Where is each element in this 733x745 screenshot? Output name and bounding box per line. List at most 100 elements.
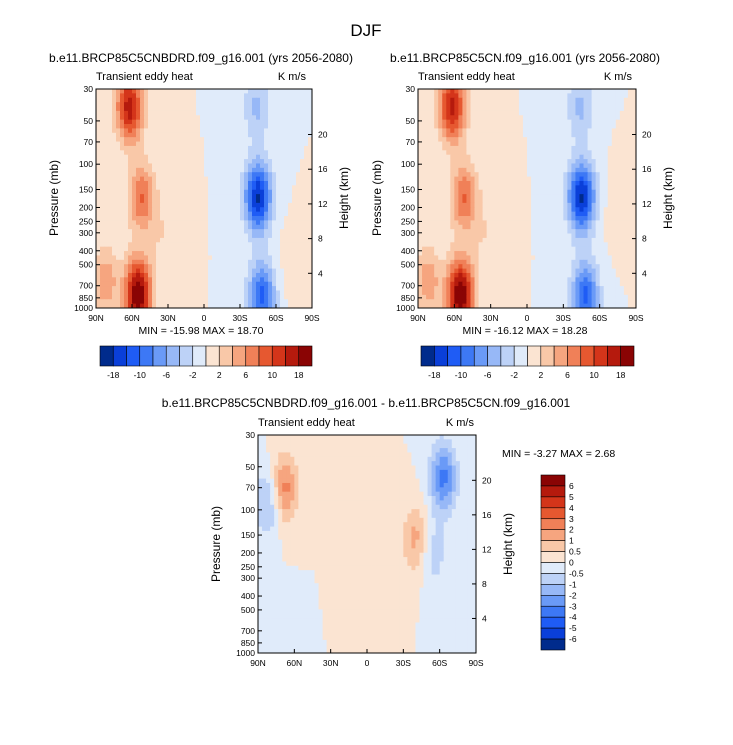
- heatmap-cell: [595, 163, 601, 169]
- heatmap-cell: [615, 251, 621, 256]
- heatmap-cell: [583, 229, 588, 234]
- heatmap-cell: [236, 272, 241, 278]
- heatmap-cell: [208, 255, 213, 261]
- heatmap-cell: [184, 229, 189, 234]
- heatmap-cell: [514, 89, 520, 94]
- heatmap-cell: [587, 106, 592, 112]
- heatmap-cell: [615, 115, 621, 121]
- heatmap-cell: [268, 150, 273, 156]
- heatmap-cell: [208, 119, 213, 125]
- heatmap-cell: [188, 281, 193, 287]
- y-tick-label: 150: [79, 185, 93, 195]
- heatmap-cell: [611, 207, 617, 213]
- heatmap-cell: [256, 124, 261, 129]
- heatmap-cell: [619, 251, 625, 256]
- heatmap-cell: [244, 194, 249, 199]
- heatmap-cell: [611, 237, 617, 243]
- heatmap-cell: [300, 137, 305, 142]
- heatmap-cell: [575, 145, 580, 151]
- heatmap-cell: [571, 89, 576, 94]
- heatmap-cell: [172, 167, 177, 173]
- heatmap-cell: [518, 102, 524, 107]
- heatmap-cell: [100, 272, 105, 278]
- heatmap-cell: [498, 224, 504, 230]
- heatmap-cell: [518, 106, 524, 112]
- heatmap-cell: [446, 159, 451, 164]
- heatmap-cell: [599, 150, 605, 156]
- heatmap-cell: [192, 93, 197, 99]
- heatmap-cell: [462, 216, 467, 221]
- heatmap-cell: [116, 132, 121, 138]
- heatmap-cell: [454, 246, 459, 252]
- heatmap-cell: [531, 97, 536, 103]
- heatmap-cell: [551, 216, 556, 221]
- heatmap-cell: [172, 110, 177, 116]
- heatmap-cell: [156, 233, 161, 239]
- heatmap-cell: [522, 106, 528, 112]
- heatmap-cell: [422, 115, 427, 121]
- colorbar-swatch: [205, 345, 220, 367]
- heatmap-cell: [595, 233, 601, 239]
- heatmap-cell: [128, 229, 133, 234]
- heatmap-cell: [200, 137, 205, 142]
- heatmap-cell: [595, 189, 601, 195]
- heatmap-cell: [627, 167, 633, 173]
- heatmap-cell: [623, 124, 629, 129]
- heatmap-cell: [482, 132, 488, 138]
- heatmap-cell: [140, 97, 145, 103]
- heatmap-cell: [264, 220, 269, 226]
- heatmap-cell: [244, 272, 249, 278]
- heatmap-cell: [168, 189, 173, 195]
- heatmap-cell: [100, 202, 105, 208]
- heatmap-cell: [567, 115, 572, 121]
- heatmap-cell: [430, 202, 435, 208]
- heatmap-cell: [116, 251, 121, 256]
- heatmap-cell: [280, 264, 285, 269]
- heatmap-cell: [623, 237, 629, 243]
- heatmap-cell: [144, 207, 149, 213]
- heatmap-cell: [256, 145, 261, 151]
- heatmap-cell: [136, 163, 141, 169]
- heatmap-cell: [108, 242, 113, 248]
- heatmap-cell: [486, 242, 492, 248]
- heatmap-cell: [486, 145, 492, 151]
- heatmap-cell: [288, 106, 293, 112]
- heatmap-cell: [490, 124, 496, 129]
- heatmap-cell: [216, 264, 221, 269]
- heatmap-cell: [236, 237, 241, 243]
- heatmap-cell: [470, 145, 475, 151]
- heatmap-cell: [292, 198, 297, 204]
- heatmap-cell: [188, 286, 193, 291]
- heatmap-cell: [252, 106, 257, 112]
- heatmap-cell: [248, 141, 253, 147]
- heatmap-cell: [152, 163, 157, 169]
- heatmap-cell: [172, 115, 177, 121]
- heatmap-cell: [535, 159, 540, 164]
- heatmap-cell: [120, 194, 125, 199]
- heatmap-cell: [172, 106, 177, 112]
- heatmap-cell: [284, 167, 289, 173]
- heatmap-cell: [470, 207, 475, 213]
- heatmap-cell: [430, 211, 435, 217]
- heatmap-cell: [264, 119, 269, 125]
- heatmap-cell: [603, 233, 609, 239]
- heatmap-cell: [498, 198, 504, 204]
- heatmap-cell: [244, 303, 249, 309]
- heatmap-cell: [615, 145, 621, 151]
- heatmap-cell: [104, 185, 109, 191]
- heatmap-cell: [426, 202, 431, 208]
- heatmap-cell: [418, 242, 423, 248]
- heatmap-cell: [248, 93, 253, 99]
- heatmap-cell: [434, 233, 439, 239]
- heatmap-cell: [108, 251, 113, 256]
- heatmap-cell: [518, 132, 524, 138]
- heatmap-cell: [180, 299, 185, 305]
- heatmap-cell: [502, 237, 508, 243]
- heatmap-cell: [132, 185, 137, 191]
- heatmap-cell: [482, 185, 488, 191]
- heatmap-cell: [276, 255, 281, 261]
- heatmap-cell: [104, 198, 109, 204]
- heatmap-cell: [116, 281, 121, 287]
- heatmap-cell: [551, 202, 556, 208]
- heatmap-cell: [486, 220, 492, 226]
